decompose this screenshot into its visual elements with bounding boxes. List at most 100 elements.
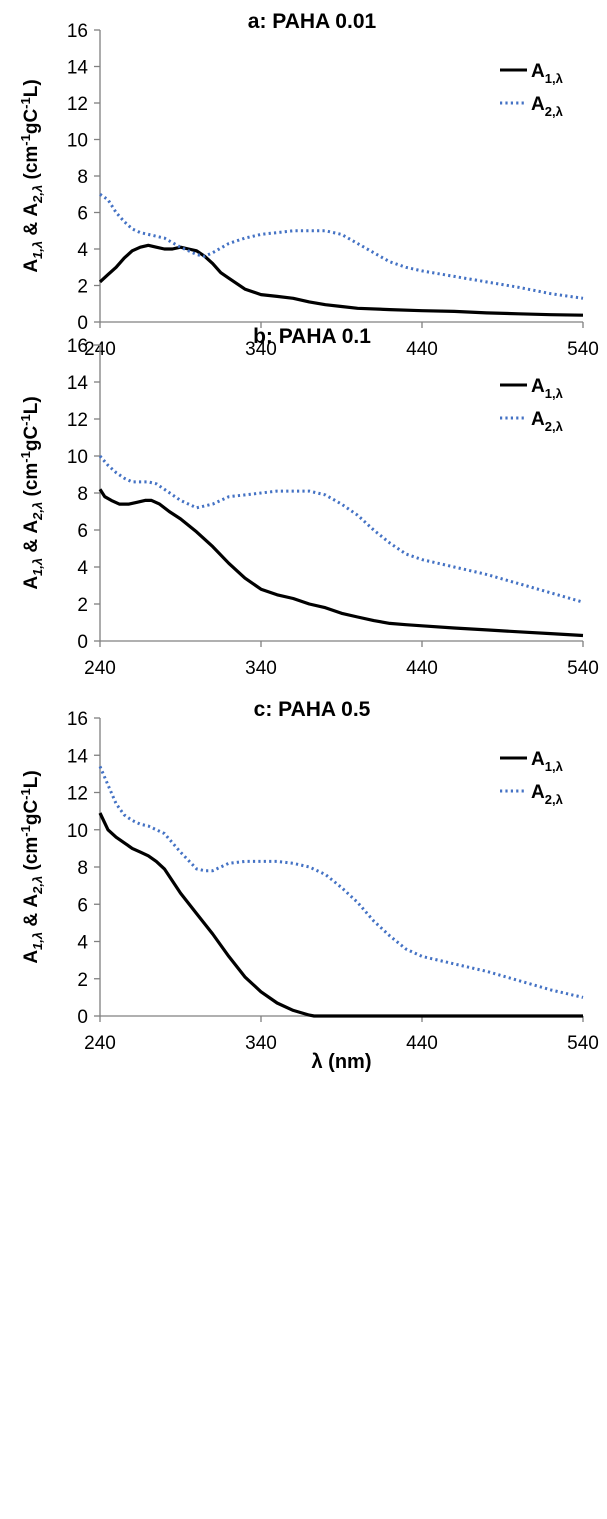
legend-sub: 1,λ [545,759,564,774]
y-label-a1: A [21,576,42,590]
y-label-amp: & A [21,203,42,241]
series-line-a2 [98,455,584,604]
legend-label-a2: A2,λ [531,409,564,434]
legend-sub: 2,λ [545,792,564,807]
x-tick-label: 240 [84,1033,116,1054]
y-tick-label: 8 [77,484,88,505]
y-label-gc: gC [21,426,42,452]
x-tick-label: 340 [245,1033,277,1054]
legend-main: A [531,376,545,397]
legend-main: A [531,409,545,430]
chart-title: b: PAHA 0.1 [253,325,371,348]
series-line-a1 [98,812,583,1018]
y-label-sub2: 2,λ [30,502,45,521]
y-tick-label: 6 [77,895,88,916]
x-tick-label: 440 [406,658,438,679]
y-tick-label: 8 [77,167,88,188]
y-tick-label: 12 [67,94,88,115]
x-tick-label: 540 [567,1033,599,1054]
legend-label-a1: A1,λ [531,749,564,774]
y-label-a1: A [21,259,42,273]
series-line-a1 [98,488,584,638]
y-label-sup1: -1 [18,134,33,146]
chart-title: a: PAHA 0.01 [248,10,377,33]
y-label-unit: (cm [21,837,42,876]
series-line-a1 [98,243,584,317]
legend-main: A [531,749,545,770]
y-label-gc: gC [21,800,42,826]
legend-sub: 1,λ [545,386,564,401]
y-label-sup1: -1 [18,825,33,837]
legend-sub: 2,λ [545,104,564,119]
y-tick-label: 16 [67,709,88,730]
x-tick-label: 440 [406,1033,438,1054]
y-label-sub2: 2,λ [30,185,45,204]
y-tick-label: 6 [77,204,88,225]
y-label-sup2: -1 [18,97,33,109]
x-axis-label: λ (nm) [312,1051,372,1073]
y-tick-label: 2 [77,970,88,991]
y-tick-label: 4 [77,933,88,954]
legend-label-a1: A1,λ [531,61,564,86]
y-label-sup2: -1 [18,414,33,426]
x-tick-label: 440 [406,339,438,360]
y-tick-label: 16 [67,336,88,357]
y-tick-label: 6 [77,521,88,542]
y-tick-label: 12 [67,784,88,805]
legend-main: A [531,94,545,115]
y-label-gc: gC [21,109,42,135]
y-label-amp: & A [21,520,42,558]
y-tick-label: 8 [77,858,88,879]
y-tick-label: 16 [67,21,88,42]
y-tick-label: 14 [67,746,89,767]
legend-label-a2: A2,λ [531,782,564,807]
y-label-sub1: 1,λ [30,558,45,576]
y-label-sub1: 1,λ [30,241,45,259]
y-axis-label: A1,λ & A2,λ (cm-1gC-1L) [18,396,45,589]
y-tick-label: 10 [67,131,88,152]
y-label-unit: (cm [21,146,42,185]
series-line-a2 [99,193,584,300]
y-label-amp: & A [21,894,42,932]
x-tick-label: 340 [245,339,277,360]
y-tick-label: 4 [77,558,88,579]
legend-main: A [531,61,545,82]
chart-title: c: PAHA 0.5 [254,698,371,721]
legend-sub: 2,λ [545,419,564,434]
y-tick-label: 0 [77,1007,88,1028]
y-tick-label: 10 [67,821,88,842]
legend-label-a1: A1,λ [531,376,564,401]
x-tick-label: 240 [84,658,116,679]
y-tick-label: 0 [77,632,88,653]
y-axis-label: A1,λ & A2,λ (cm-1gC-1L) [18,770,45,963]
y-tick-label: 0 [77,313,88,334]
y-tick-label: 14 [67,373,89,394]
y-label-l: L) [21,770,42,788]
y-label-l: L) [21,79,42,97]
y-label-a1: A [21,950,42,964]
x-tick-label: 340 [245,658,277,679]
x-tick-label: 540 [567,658,599,679]
series-line-a2 [98,765,584,999]
y-tick-label: 12 [67,410,88,431]
y-tick-label: 10 [67,447,88,468]
y-label-l: L) [21,396,42,414]
y-tick-label: 4 [77,240,88,261]
y-axis-label: A1,λ & A2,λ (cm-1gC-1L) [18,79,45,272]
legend-main: A [531,782,545,803]
y-label-sup2: -1 [18,788,33,800]
legend-label-a2: A2,λ [531,94,564,119]
y-label-sub1: 1,λ [30,932,45,950]
y-tick-label: 14 [67,58,89,79]
legend-sub: 1,λ [545,71,564,86]
y-label-unit: (cm [21,463,42,502]
y-tick-label: 2 [77,277,88,298]
y-label-sup1: -1 [18,451,33,463]
y-label-sub2: 2,λ [30,876,45,895]
y-tick-label: 2 [77,595,88,616]
